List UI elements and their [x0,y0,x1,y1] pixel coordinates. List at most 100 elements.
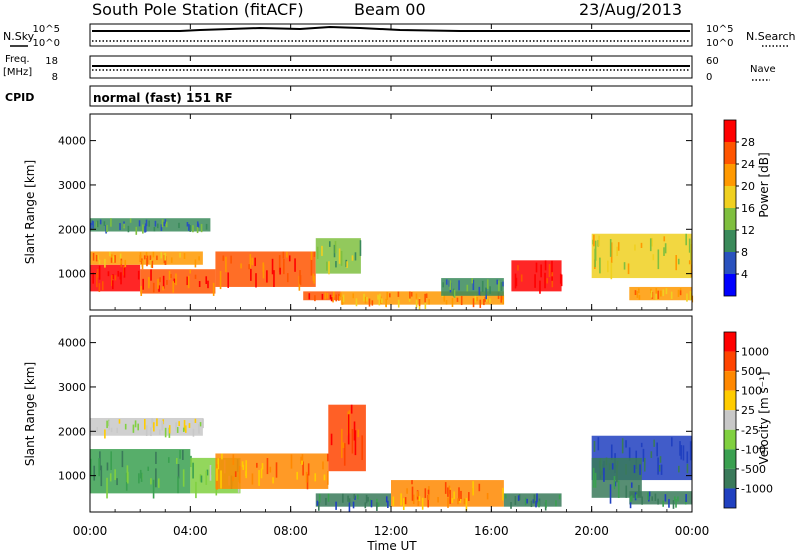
beam-label: Beam 00 [354,0,426,19]
velocity-ytick-1: 2000 [58,425,86,438]
xtick-5: 20:00 [574,524,609,538]
power-colorbar-tick-2: 12 [741,224,755,237]
velocity-colorbar-tick-4: -25 [741,424,759,437]
velocity-colorbar-tick-3: 25 [741,404,755,417]
nave-tick-bottom: 0 [706,72,712,83]
nsky-trace [92,25,690,32]
power-marks [90,218,694,310]
power-ytick-0: 1000 [58,268,86,281]
nsky-tick-bottom: 10^0 [33,38,60,49]
power-region-2 [90,218,211,235]
velocity-region-5 [315,493,391,512]
velocity-ytick-0: 1000 [58,470,86,483]
power-colorbar-segment-3 [724,186,736,208]
velocity-colorbar-segment-7 [724,468,736,489]
velocity-colorbar-segment-5 [724,429,736,450]
nsky-panel: 10^5 10^0 10^5 10^0 N.Sky N.Search [3,23,796,49]
nsearch-label: N.Search [746,30,796,43]
velocity-colorbar-segment-2 [724,371,736,391]
power-region-3 [140,269,216,296]
nsearch-tick-top: 10^5 [706,24,733,35]
nsky-label: N.Sky [3,30,35,43]
power-region-8 [441,278,504,300]
xtick-3: 12:00 [374,524,409,538]
velocity-colorbar-tick-2: 100 [741,385,762,398]
power-colorbar-tick-3: 16 [741,202,755,215]
date-label: 23/Aug/2013 [579,0,682,19]
power-region-6 [303,291,342,303]
velocity-colorbar-tick-7: -1000 [741,482,773,495]
xtick-0: 00:00 [73,524,108,538]
power-colorbar-segment-2 [724,164,736,186]
velocity-region-10 [629,491,692,509]
cpid-text: normal (fast) 151 RF [93,91,233,105]
power-ytick-3: 4000 [58,135,86,148]
velocity-colorbar-segment-4 [724,410,736,430]
power-colorbar-segment-7 [724,274,736,296]
power-region-4 [215,251,316,291]
velocity-region-4 [328,404,366,472]
velocity-colorbar-label: Velocity [m s⁻¹] [757,371,771,464]
power-ytick-2: 3000 [58,179,86,192]
velocity-region-6 [391,480,504,511]
velocity-colorbar-segment-1 [724,351,736,372]
cpid-label: CPID [5,91,34,104]
power-colorbar-segment-1 [724,142,736,164]
velocity-ytick-2: 3000 [58,381,86,394]
xtick-2: 08:00 [273,524,308,538]
freq-panel: 18 8 60 0 Freq. [MHz] Nave [3,54,776,83]
power-region-9 [511,260,563,294]
power-colorbar: 4 8 12 16 20 24 28 [723,119,755,297]
velocity-marks [90,404,692,512]
velocity-colorbar-segment-0 [724,332,736,352]
velocity-colorbar: 1000 500 100 25 -25 -100 -500 -1000 [723,331,773,509]
xtick-6: 00:00 [675,524,710,538]
power-colorbar-segment-5 [724,230,736,252]
plot-title: South Pole Station (fitACF) [92,0,304,19]
power-region-5 [315,238,362,275]
power-colorbar-tick-0: 4 [741,268,748,281]
velocity-colorbar-tick-6: -500 [741,463,766,476]
time-axis: 00:00 04:00 08:00 12:00 16:00 20:00 00:00 [73,24,710,538]
freq-label: Freq. [5,54,30,65]
nsearch-tick-bottom: 10^0 [706,38,733,49]
xtick-4: 16:00 [474,524,509,538]
velocity-colorbar-segment-3 [724,390,736,411]
power-region-10 [591,233,693,280]
power-region-1 [90,251,203,270]
velocity-region-3 [215,453,329,490]
power-colorbar-segment-4 [724,208,736,230]
power-colorbar-label: Power [dB] [757,152,771,217]
power-colorbar-segment-6 [724,252,736,274]
power-panel: 1000 2000 3000 4000 Slant Range [km] 4 8 12 16… [23,113,771,311]
velocity-panel: 1000 2000 3000 4000 Slant Range [km] 1000 50… [23,315,773,513]
velocity-colorbar-segment-8 [724,488,736,508]
freq-tick-bottom: 8 [52,72,58,83]
power-yaxis: 1000 2000 3000 4000 [58,135,692,281]
nave-tick-top: 60 [706,56,719,67]
freq-tick-top: 18 [45,56,58,67]
velocity-colorbar-tick-0: 1000 [741,346,769,359]
power-region-0 [90,264,141,292]
velocity-colorbar-tick-1: 500 [741,365,762,378]
cpid-panel: normal (fast) 151 RF CPID [5,85,693,107]
velocity-colorbar-tick-5: -100 [741,443,766,456]
power-colorbar-tick-5: 24 [741,158,755,171]
power-colorbar-tick-1: 8 [741,246,748,259]
velocity-region-0 [90,417,204,439]
power-region-11 [629,286,694,303]
velocity-ytick-3: 4000 [58,337,86,350]
power-colorbar-tick-6: 28 [741,136,755,149]
velocity-region-7 [503,493,562,511]
nave-label: Nave [750,64,776,75]
velocity-region-1 [90,449,192,499]
velocity-ylabel: Slant Range [km] [23,362,37,466]
xtick-1: 04:00 [173,524,208,538]
power-colorbar-segment-0 [724,120,736,142]
velocity-colorbar-segment-6 [724,449,736,469]
power-ylabel: Slant Range [km] [23,160,37,264]
power-colorbar-tick-4: 20 [741,180,755,193]
xaxis-label: Time UT [366,539,417,553]
nsky-tick-top: 10^5 [33,24,60,35]
